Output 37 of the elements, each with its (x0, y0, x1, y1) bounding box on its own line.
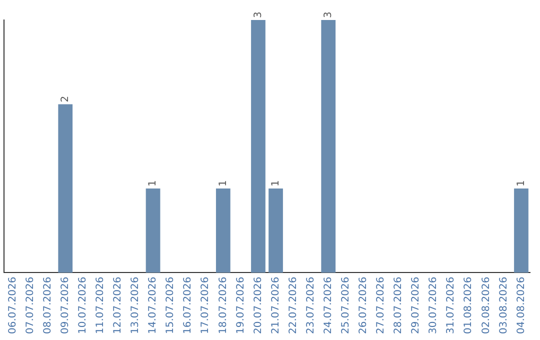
x-tick-label: 26.07.2026 (358, 276, 370, 334)
x-tick-label: 29.07.2026 (410, 276, 422, 334)
x-tick-label: 28.07.2026 (393, 276, 404, 334)
data-label: 1 (270, 180, 282, 186)
data-label: 3 (252, 12, 264, 18)
x-tick-label: 19.07.2026 (235, 276, 246, 334)
x-tick-label: 25.07.2026 (340, 276, 352, 334)
x-tick-label: 31.07.2026 (446, 276, 457, 334)
x-tick-label: 30.07.2026 (428, 276, 440, 334)
x-tick-label: 22.07.2026 (288, 276, 299, 334)
x-tick-label: 04.08.2026 (516, 276, 527, 334)
x-tick-label: 18.07.2026 (218, 276, 229, 334)
x-tick-label: 17.07.2026 (200, 276, 212, 334)
x-tick-label: 16.07.2026 (182, 276, 194, 334)
data-label: 3 (322, 12, 334, 18)
x-tick-label: 21.07.2026 (270, 276, 282, 334)
x-tick-label: 11.07.2026 (95, 276, 106, 334)
x-tick-label: 20.07.2026 (252, 276, 264, 334)
x-tick-label: 27.07.2026 (376, 276, 387, 334)
x-tick-label: 02.08.2026 (480, 276, 492, 334)
x-tick-label: 10.07.2026 (77, 276, 88, 334)
data-label: 2 (60, 96, 71, 102)
x-tick-label: 01.08.2026 (463, 276, 474, 334)
data-label: 1 (218, 180, 229, 186)
x-tick-label: 23.07.2026 (305, 276, 316, 334)
x-tick-label: 09.07.2026 (60, 276, 71, 334)
x-tick-label: 07.07.2026 (24, 276, 36, 334)
x-tick-label: 12.07.2026 (112, 276, 124, 334)
x-tick-label: 14.07.2026 (148, 276, 159, 334)
x-tick-label: 08.07.2026 (42, 276, 54, 334)
x-tick-label: 15.07.2026 (165, 276, 176, 334)
data-label: 1 (148, 180, 159, 186)
x-tick-label: 06.07.2026 (7, 276, 18, 334)
x-tick-label: 24.07.2026 (322, 276, 334, 334)
x-tick-label: 13.07.2026 (130, 276, 142, 334)
x-tick-label: 03.08.2026 (498, 276, 510, 334)
data-label: 1 (516, 180, 527, 186)
